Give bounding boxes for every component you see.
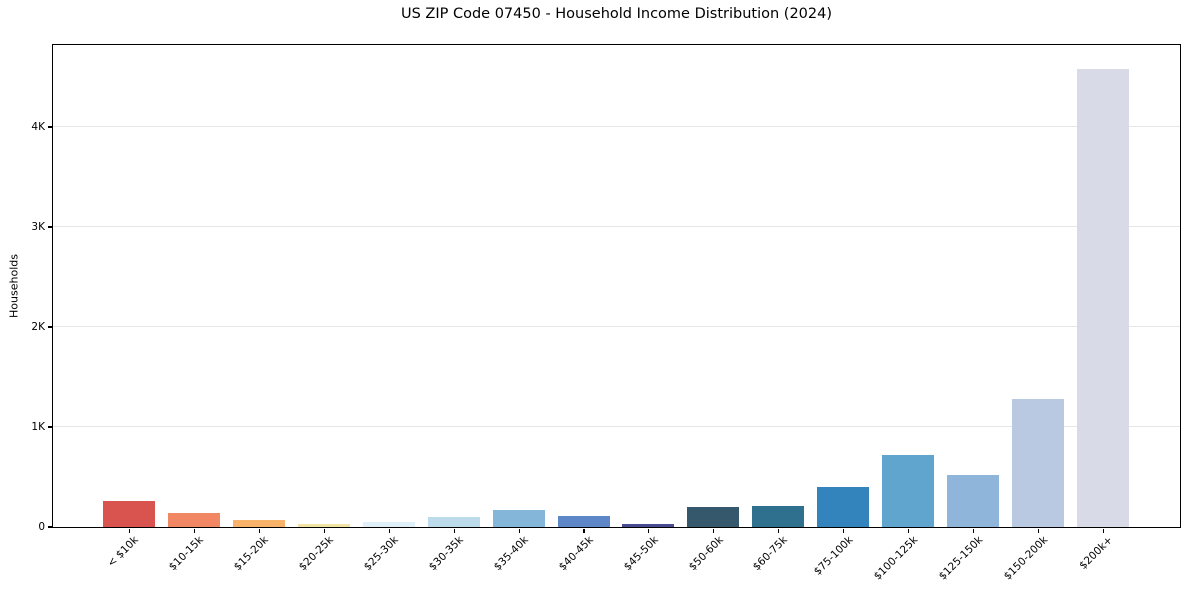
bar xyxy=(297,523,350,527)
x-tick-mark xyxy=(258,528,261,533)
x-tick-mark xyxy=(843,528,845,533)
x-tick-label: $25-30k xyxy=(361,534,401,574)
x-tick-label: $50-60k xyxy=(686,534,726,574)
gridline xyxy=(52,226,1180,227)
bar xyxy=(427,517,480,527)
x-tick-label: $45-50k xyxy=(621,534,661,574)
x-tick-mark xyxy=(129,528,131,533)
x-tick-mark xyxy=(323,528,325,533)
bar xyxy=(1076,68,1129,527)
x-tick-label: < $10k xyxy=(105,534,142,570)
bar xyxy=(557,515,610,527)
bar xyxy=(1011,398,1064,527)
y-tick-mark xyxy=(47,226,52,228)
x-tick-mark xyxy=(1037,528,1039,533)
x-tick-mark xyxy=(583,528,585,533)
x-tick-label: $150-200k xyxy=(1001,534,1050,583)
x-tick-label: $75-100k xyxy=(811,534,856,578)
bar xyxy=(362,521,415,527)
x-tick-mark xyxy=(778,528,780,533)
x-tick-mark xyxy=(453,528,455,533)
bar xyxy=(687,507,740,527)
x-tick-label: $30-35k xyxy=(426,534,466,574)
bar xyxy=(817,486,870,527)
x-tick-mark xyxy=(1102,528,1104,533)
y-tick-label: 4K xyxy=(31,120,45,133)
x-tick-label: $100-125k xyxy=(871,534,920,583)
x-tick-label: $10-15k xyxy=(167,534,207,574)
y-tick-label: 1K xyxy=(31,420,45,433)
y-tick-mark xyxy=(47,426,52,428)
y-tick-mark xyxy=(47,526,52,528)
bar xyxy=(752,505,805,527)
x-tick-label: $15-20k xyxy=(231,534,271,574)
plot-area xyxy=(51,43,1181,528)
y-axis-label: Households xyxy=(7,254,21,318)
x-tick-mark xyxy=(972,528,974,533)
x-tick-mark xyxy=(907,528,910,533)
y-tick-label: 2K xyxy=(31,320,45,333)
y-tick-label: 3K xyxy=(31,220,45,233)
x-tick-label: $125-150k xyxy=(936,534,985,583)
bar xyxy=(622,523,675,527)
bar xyxy=(492,510,545,527)
chart-title: US ZIP Code 07450 - Household Income Dis… xyxy=(400,6,833,22)
x-tick-mark xyxy=(648,528,650,533)
gridline xyxy=(52,426,1180,427)
x-tick-mark xyxy=(518,528,520,533)
y-tick-mark xyxy=(47,326,52,328)
x-tick-label: $35-40k xyxy=(491,534,531,574)
gridline xyxy=(52,126,1180,127)
x-tick-label: $20-25k xyxy=(296,534,336,574)
bar xyxy=(946,474,999,527)
x-tick-mark xyxy=(388,528,390,533)
bar xyxy=(882,454,934,527)
x-tick-mark xyxy=(194,528,196,533)
x-tick-label: $60-75k xyxy=(751,534,791,574)
y-tick-mark xyxy=(47,126,52,128)
x-tick-label: $200k+ xyxy=(1076,534,1115,572)
bar xyxy=(233,519,285,527)
gridline xyxy=(52,326,1180,327)
x-tick-label: $40-45k xyxy=(556,534,596,574)
bar xyxy=(103,500,156,527)
y-tick-label: 0 xyxy=(38,520,45,533)
x-tick-mark xyxy=(713,528,715,533)
bar xyxy=(168,512,221,527)
